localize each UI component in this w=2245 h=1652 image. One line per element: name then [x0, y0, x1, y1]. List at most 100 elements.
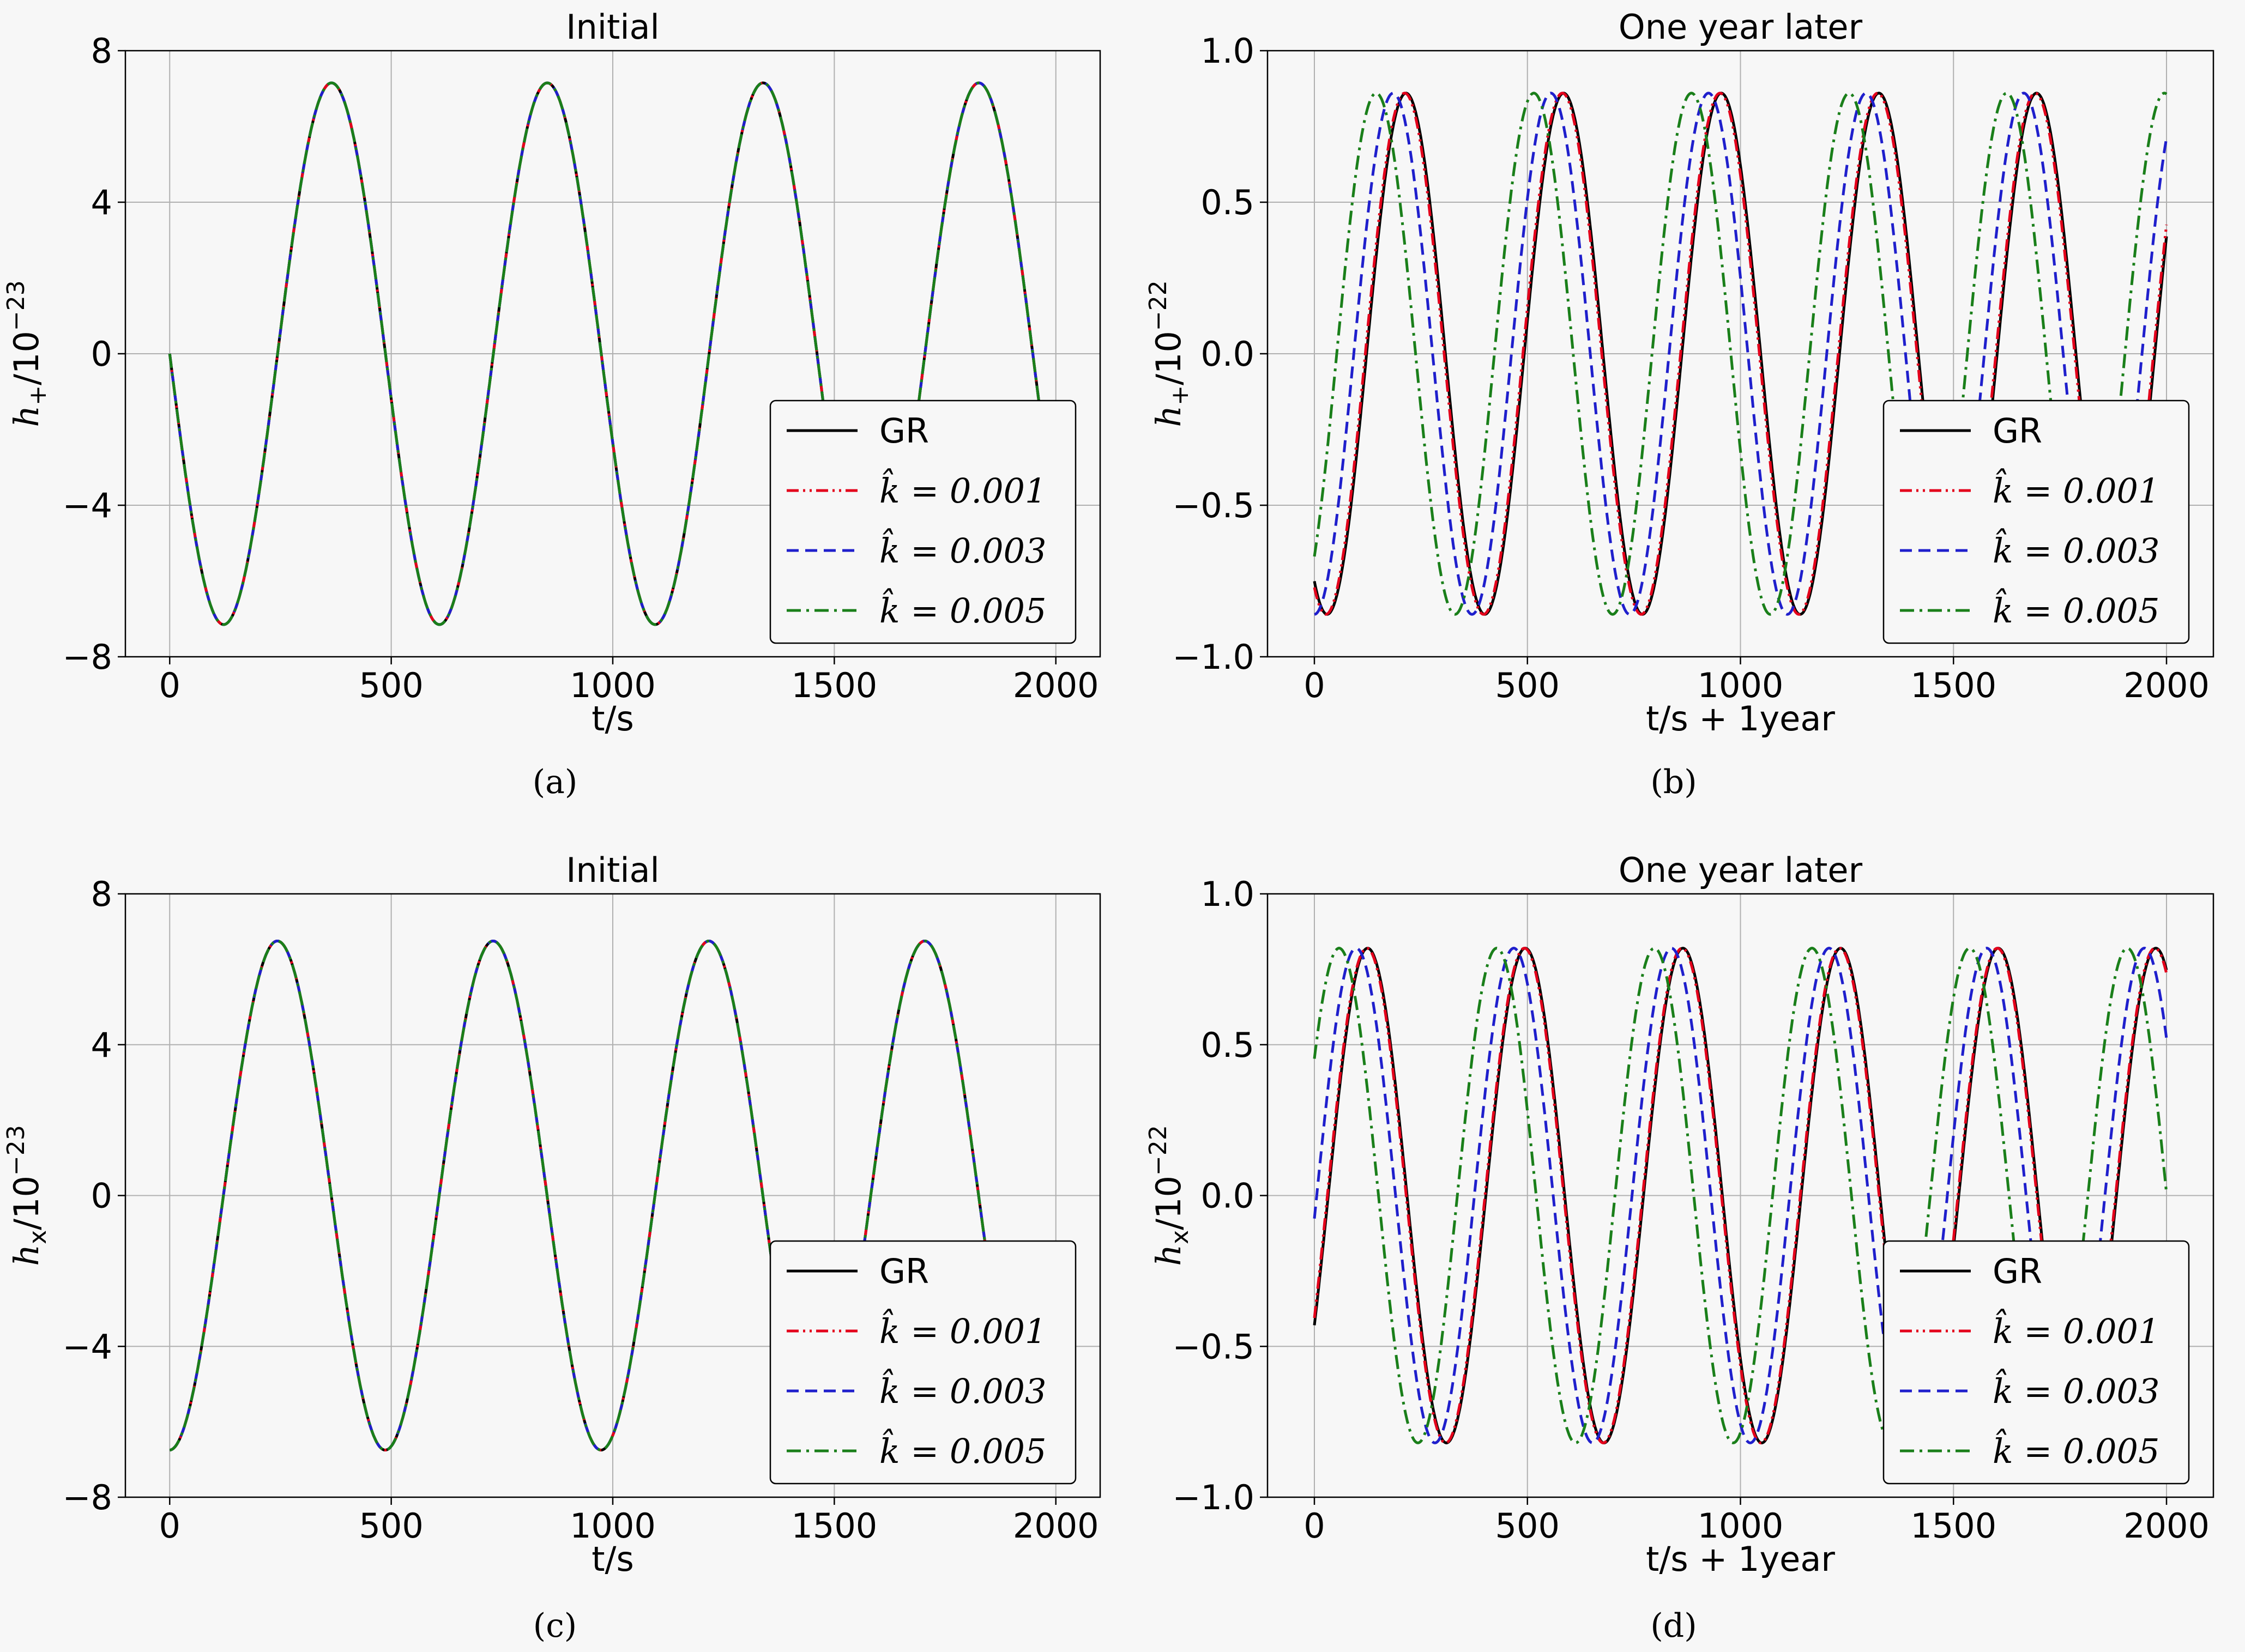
y-axis-label: hx/10−23 [2, 1125, 52, 1266]
x-tick-label: 1000 [1698, 665, 1784, 705]
y-tick-label: −8 [63, 637, 112, 677]
y-axis-label: hx/10−22 [1144, 1125, 1194, 1266]
x-tick-label: 1000 [570, 1506, 656, 1546]
legend-label-2: k̂ = 0.003 [879, 528, 1046, 571]
chart-title: One year later [1619, 7, 1863, 47]
x-axis-label: t/s [592, 699, 634, 739]
x-tick-label: 2000 [2123, 1506, 2210, 1546]
y-tick-label: 1.0 [1200, 31, 1254, 71]
y-tick-label: 0.5 [1200, 1025, 1254, 1065]
y-axis-label-exp: −22 [1144, 280, 1172, 331]
x-tick-label: 1500 [1910, 665, 1996, 705]
y-axis-label-exp: −23 [2, 280, 30, 331]
y-axis-label-main: h [1149, 1244, 1188, 1266]
series-line-0 [1313, 92, 2168, 616]
x-tick-label: 1500 [1910, 1506, 1996, 1546]
legend-label-3: k̂ = 0.005 [879, 588, 1046, 631]
y-axis-label-main: h [1149, 406, 1188, 427]
y-axis-label: h+/10−22 [1144, 280, 1194, 427]
legend-label-3: k̂ = 0.005 [1993, 1429, 2159, 1471]
y-axis-label-sub: x [24, 1230, 52, 1244]
legend-box [1882, 1240, 2190, 1485]
series-line-3 [169, 939, 991, 1452]
panel-d: 0 500 1000 1500 2000 −1.0 −0.5 0.0 0.5 1.0 One yea… [1144, 850, 2214, 1645]
legend-box [1882, 400, 2190, 644]
x-tick-label: 0 [159, 1506, 180, 1546]
series-line-1 [1313, 92, 2168, 616]
y-tick-label: 4 [91, 1025, 112, 1065]
series-group [1313, 92, 2168, 616]
y-axis-label-exp: −23 [2, 1125, 30, 1176]
panel-caption: (a) [533, 763, 578, 801]
y-tick-label: 0.0 [1200, 334, 1254, 374]
series-line-3 [1313, 92, 2168, 616]
x-tick-label: 1000 [570, 665, 656, 705]
y-axis-label-sub: + [1166, 385, 1194, 406]
y-axis-label-den: /10 [7, 1176, 46, 1230]
panel-caption: (c) [533, 1607, 577, 1645]
series-group [1313, 947, 2168, 1444]
y-axis-label-sub: x [1166, 1230, 1194, 1244]
legend-label-0: GR [879, 411, 929, 451]
x-axis-label: t/s [592, 1539, 634, 1579]
y-axis-label-main: h [7, 1244, 46, 1266]
y-tick-label: 1.0 [1200, 874, 1254, 914]
y-axis-label-exp: −22 [1144, 1125, 1172, 1176]
x-tick-label: 2000 [2123, 665, 2210, 705]
y-axis-label-den: /10 [1149, 331, 1188, 385]
y-tick-label: 4 [91, 183, 112, 222]
y-tick-label: −8 [63, 1478, 112, 1517]
x-tick-label: 500 [359, 665, 423, 705]
y-tick-label: 0 [91, 334, 112, 374]
x-tick-label: 1500 [791, 1506, 877, 1546]
y-tick-label: −4 [63, 486, 112, 525]
y-tick-label: −1.0 [1172, 637, 1254, 677]
x-tick-label: 0 [159, 665, 180, 705]
chart-title: Initial [566, 7, 660, 47]
y-tick-label: 8 [91, 31, 112, 71]
panel-c: 0 500 1000 1500 2000 −8 −4 0 4 8 Initial t/s hx/10−2… [2, 850, 1101, 1645]
series-line-2 [1314, 92, 2168, 616]
x-axis-label: t/s + 1year [1646, 699, 1835, 739]
y-tick-label: 0.5 [1200, 183, 1254, 222]
chart-title: One year later [1619, 850, 1863, 890]
legend: GR k̂ = 0.001 k̂ = 0.003 k̂ = 0.005 [1882, 1240, 2190, 1485]
legend-label-1: k̂ = 0.001 [1993, 1309, 2159, 1351]
series-line-2 [1313, 947, 2168, 1444]
legend: GR k̂ = 0.001 k̂ = 0.003 k̂ = 0.005 [769, 1240, 1077, 1485]
y-axis-label-den: /10 [7, 331, 46, 385]
legend-label-0: GR [879, 1251, 929, 1291]
legend-label-3: k̂ = 0.005 [1993, 588, 2159, 631]
x-tick-label: 2000 [1013, 1506, 1099, 1546]
legend-label-0: GR [1993, 411, 2042, 451]
x-tick-label: 500 [1495, 665, 1560, 705]
x-tick-label: 500 [359, 1506, 423, 1546]
y-tick-label: −1.0 [1172, 1478, 1254, 1517]
y-axis-label-den: /10 [1149, 1176, 1188, 1230]
legend-label-1: k̂ = 0.001 [879, 468, 1046, 511]
y-tick-label: −4 [63, 1327, 112, 1366]
panel-caption: (b) [1650, 763, 1697, 801]
legend-label-2: k̂ = 0.003 [879, 1369, 1046, 1411]
legend-label-2: k̂ = 0.003 [1993, 528, 2159, 571]
y-tick-label: −0.5 [1172, 1327, 1254, 1366]
y-axis-label-sub: + [24, 385, 52, 406]
y-tick-label: 8 [91, 874, 112, 914]
x-axis-label: t/s + 1year [1646, 1539, 1835, 1579]
panel-a: 0 500 1000 1500 2000 −8 −4 0 4 8 Initial t/s h+/10−2… [2, 7, 1101, 801]
legend-label-1: k̂ = 0.001 [1993, 468, 2159, 511]
x-tick-label: 1500 [791, 665, 877, 705]
x-tick-label: 0 [1303, 665, 1325, 705]
legend-label-1: k̂ = 0.001 [879, 1309, 1046, 1351]
y-axis-label: h+/10−23 [2, 280, 52, 427]
legend: GR k̂ = 0.001 k̂ = 0.003 k̂ = 0.005 [769, 400, 1077, 644]
x-tick-label: 1000 [1698, 1506, 1784, 1546]
panel-b: 0 500 1000 1500 2000 −1.0 −0.5 0.0 0.5 1.0 One yea… [1144, 7, 2214, 801]
series-line-3 [1313, 947, 2168, 1444]
legend-box [769, 400, 1077, 644]
legend-label-2: k̂ = 0.003 [1993, 1369, 2159, 1411]
y-tick-label: 0.0 [1200, 1176, 1254, 1216]
y-tick-label: 0 [91, 1176, 112, 1216]
panel-caption: (d) [1650, 1607, 1697, 1645]
legend-box [769, 1240, 1077, 1485]
